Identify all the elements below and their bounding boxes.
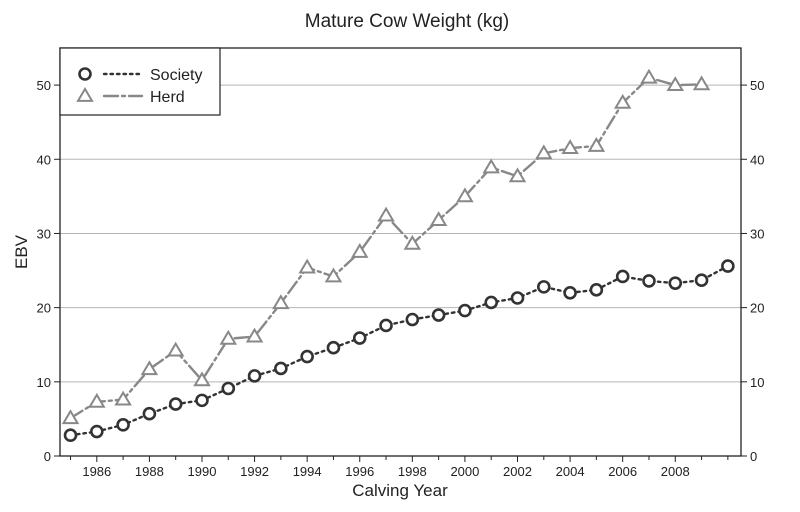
- data-point: [405, 312, 420, 327]
- data-point: [615, 269, 630, 284]
- x-tick-label: 1998: [398, 464, 427, 479]
- x-tick-label: 1996: [345, 464, 374, 479]
- data-point: [114, 390, 132, 406]
- y-tick-label-left: 20: [37, 301, 51, 316]
- y-axis-right: 0 10 20 30 40 50: [741, 78, 764, 464]
- x-tick-label: 1992: [240, 464, 269, 479]
- data-point: [589, 283, 604, 297]
- data-point: [61, 409, 80, 425]
- data-point: [458, 303, 472, 318]
- grid: [60, 84, 741, 383]
- y-tick-label-left: 40: [37, 152, 51, 167]
- x-tick-label: 2008: [661, 464, 690, 479]
- data-point: [142, 406, 157, 421]
- data-point: [563, 285, 577, 300]
- chart-title: Mature Cow Weight (kg): [305, 11, 510, 32]
- series-society: [63, 259, 735, 443]
- y-tick-label-left: 30: [37, 226, 51, 241]
- legend-marker: [78, 67, 92, 81]
- y-axis-left: 0 10 20 30 40 50: [37, 78, 60, 464]
- x-tick-label: 1988: [135, 464, 164, 479]
- data-point: [721, 259, 735, 273]
- data-point: [668, 276, 683, 290]
- y-tick-label-left: 0: [44, 449, 51, 464]
- x-tick-label: 1986: [82, 464, 111, 479]
- data-point: [429, 211, 448, 227]
- legend-box: [59, 47, 221, 116]
- x-tick-label: 2002: [503, 464, 532, 479]
- data-point: [642, 274, 656, 288]
- data-point: [274, 361, 288, 376]
- data-point: [484, 295, 499, 310]
- x-tick-label: 1990: [188, 464, 217, 479]
- data-point: [510, 291, 525, 305]
- data-point: [88, 392, 106, 408]
- data-point: [379, 318, 393, 333]
- data-point: [140, 360, 159, 376]
- data-point: [456, 187, 474, 203]
- data-point: [536, 280, 551, 294]
- data-point: [63, 428, 78, 443]
- data-point: [587, 136, 606, 152]
- x-axis-title: Calving Year: [352, 481, 448, 500]
- y-tick-label-right: 10: [750, 375, 764, 390]
- data-point: [219, 329, 238, 345]
- data-point: [666, 76, 685, 91]
- x-tick-label: 1994: [293, 464, 322, 479]
- plot-frame: [59, 47, 742, 457]
- data-point: [300, 349, 314, 364]
- data-point: [694, 273, 709, 287]
- x-tick-label: 2000: [450, 464, 479, 479]
- y-tick-label-left: 10: [37, 375, 51, 390]
- y-axis-title: EBV: [12, 234, 31, 269]
- series-layer: [61, 68, 735, 443]
- x-tick-label: 2004: [556, 464, 585, 479]
- data-point: [116, 418, 130, 432]
- y-tick-label-right: 30: [750, 226, 764, 241]
- data-point: [535, 144, 553, 160]
- data-point: [561, 139, 579, 155]
- legend-item-herd: Herd: [76, 87, 185, 106]
- data-point: [352, 331, 367, 345]
- data-point: [168, 397, 183, 411]
- data-point: [324, 267, 343, 283]
- series-line: [69, 76, 703, 420]
- legend-label: Society: [150, 67, 202, 84]
- y-tick-label-right: 50: [750, 78, 764, 93]
- legend-item-society: Society: [78, 67, 202, 84]
- data-point: [272, 294, 290, 310]
- y-tick-label-right: 20: [750, 301, 764, 316]
- data-point: [431, 308, 446, 322]
- legend: Society Herd: [59, 47, 221, 116]
- data-point: [90, 424, 104, 439]
- data-point: [245, 327, 264, 343]
- data-point: [326, 340, 341, 355]
- x-tick-label: 2006: [608, 464, 637, 479]
- y-tick-label-right: 40: [750, 152, 764, 167]
- data-point: [482, 158, 500, 174]
- y-tick-label-right: 0: [750, 449, 757, 464]
- series-line: [69, 264, 730, 437]
- data-point: [166, 341, 185, 357]
- data-point: [247, 369, 262, 383]
- legend-label: Herd: [150, 89, 185, 106]
- data-point: [692, 75, 711, 91]
- data-point: [195, 393, 209, 408]
- data-point: [298, 258, 316, 274]
- data-point: [640, 68, 658, 84]
- data-point: [350, 243, 369, 258]
- data-point: [221, 381, 236, 396]
- data-point: [377, 206, 395, 222]
- series-herd: [61, 68, 711, 425]
- data-point: [613, 93, 632, 109]
- data-point: [403, 234, 422, 250]
- data-point: [193, 371, 211, 387]
- x-axis: 1986 1988 1990 1992 1994 1996 1998 2000 2002 2004…: [70, 456, 729, 479]
- legend-marker: [76, 87, 94, 102]
- y-tick-label-left: 50: [37, 78, 51, 93]
- data-point: [508, 167, 527, 183]
